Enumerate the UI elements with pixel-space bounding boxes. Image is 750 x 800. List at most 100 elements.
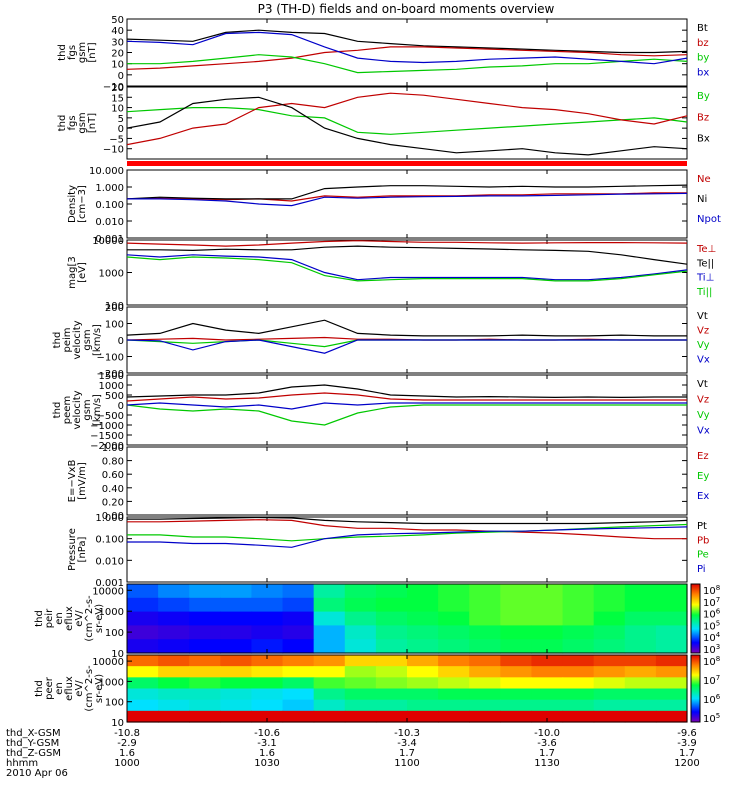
legend-Ti||: Ti|| xyxy=(696,287,712,298)
y-axis-label: [cm−3] xyxy=(77,185,88,223)
y-axis-label: [nT] xyxy=(87,113,98,133)
y-tick-label: 10000 xyxy=(92,586,124,597)
legend-Pt: Pt xyxy=(697,521,707,532)
y-axis-label: velocity xyxy=(72,320,83,359)
spectrogram-cell xyxy=(500,666,533,678)
spectrogram-cell xyxy=(407,597,439,613)
legend-By: By xyxy=(697,91,710,102)
legend-Ne: Ne xyxy=(697,174,711,185)
spectrogram-cell xyxy=(624,655,657,667)
spectrogram-cell xyxy=(158,584,190,599)
spectrogram-cell xyxy=(438,625,470,640)
y-tick-label: 0.80 xyxy=(102,457,124,468)
spectrogram-cell xyxy=(562,666,595,678)
ephemeris-value: -10.0 xyxy=(534,728,560,739)
spectrogram-cell xyxy=(220,611,253,626)
spectrogram-cell xyxy=(313,611,346,626)
spectrogram-cell xyxy=(593,655,626,667)
spectrogram-cell xyxy=(127,611,159,626)
y-axis-label: sr-eV) xyxy=(94,604,105,633)
y-tick-label: 1500 xyxy=(99,371,124,382)
spectrogram-cell xyxy=(655,639,688,654)
spectrogram-cell xyxy=(313,625,346,640)
ephemeris-value: 1.7 xyxy=(679,748,695,759)
spectrogram-cell xyxy=(220,625,253,640)
y-tick-label: 500 xyxy=(105,391,124,402)
spectrogram-cell xyxy=(189,688,221,701)
panel-frame xyxy=(126,169,688,239)
spectrogram-cell xyxy=(251,677,284,690)
y-axis-label: (cm^2-s- xyxy=(84,665,95,712)
spectrogram-cell xyxy=(251,699,284,712)
legend-Vz: Vz xyxy=(697,326,709,337)
y-tick-label: 30 xyxy=(111,37,124,48)
y-tick-label: 20 xyxy=(111,49,124,60)
y-tick-label: 5 xyxy=(118,114,124,125)
y-tick-label: 0.001 xyxy=(95,578,124,589)
figure-title: P3 (TH-D) fields and on-board moments ov… xyxy=(258,2,555,16)
y-axis-label: eV/ xyxy=(74,610,85,627)
y-axis-label: [km/s] xyxy=(92,394,103,426)
y-tick-label: −10 xyxy=(103,82,124,93)
series-line-Vz xyxy=(126,392,687,402)
colorbar xyxy=(690,654,701,723)
spectrogram-cell xyxy=(375,699,408,712)
spectrogram-cell xyxy=(375,710,408,723)
y-axis-label: gsm xyxy=(77,112,88,133)
spectrogram-cell xyxy=(375,611,408,626)
series-line-Ti⊥ xyxy=(126,254,688,281)
spectrogram-cell xyxy=(500,677,533,690)
y-tick-label: 100 xyxy=(105,628,124,639)
spectrogram-cell xyxy=(344,699,377,712)
y-axis-label: gsm xyxy=(82,329,93,350)
y-tick-label: −1500 xyxy=(90,431,124,442)
spectrogram-cell xyxy=(531,677,564,690)
panel-4: 10000 1000 100 mag[3 [eV] Te⊥ Te|| Ti⊥ Ti|| xyxy=(67,236,716,312)
colorbar-tick-exponent: 5 xyxy=(716,712,720,720)
spectrogram-cell xyxy=(624,597,657,613)
colorbar-tick-exponent: 5 xyxy=(716,619,720,627)
y-tick-label: −500 xyxy=(97,411,124,422)
y-tick-label: 1000 xyxy=(99,381,124,392)
spectrogram-cell xyxy=(624,710,657,723)
y-tick-label: 1000 xyxy=(99,607,124,618)
spectrogram-cell xyxy=(500,597,533,613)
y-tick-label: 40 xyxy=(111,26,124,37)
spectrogram-cell xyxy=(624,625,657,640)
spectrogram-cell xyxy=(282,710,315,723)
colorbar-tick-exponent: 7 xyxy=(716,674,720,682)
panel-8: 1.000 0.100 0.010 0.001 Pressure [nPa] Pt Pb Pe P… xyxy=(67,513,709,589)
spectrogram-cell xyxy=(313,584,346,599)
spectrogram-cell xyxy=(189,584,221,599)
ephemeris-value: -10.8 xyxy=(114,728,140,739)
spectrogram-cell xyxy=(220,699,253,712)
spectrogram-cell xyxy=(438,688,470,701)
y-tick-label: 1.000 xyxy=(95,183,124,194)
series-line-By xyxy=(126,106,688,135)
spectrogram-cell xyxy=(313,699,346,712)
colorbar-tick-exponent: 8 xyxy=(716,655,720,663)
y-axis-label: [mV/m] xyxy=(77,462,88,500)
spectrogram-cell xyxy=(593,677,626,690)
spectrogram-cell xyxy=(189,666,221,678)
spectrogram-cell xyxy=(158,699,190,712)
spectrogram-1: 10000 1000 100 10 thd peir en eflux eV/(cm^2-s-s… xyxy=(34,583,721,660)
colorbar-tick-exponent: 4 xyxy=(716,631,721,639)
ephemeris-value: -10.3 xyxy=(394,728,420,739)
spectrogram-cell xyxy=(375,688,408,701)
spectrogram-cell xyxy=(438,597,470,613)
ephemeris-value: -2.9 xyxy=(117,738,137,749)
spectrogram-cell xyxy=(531,699,564,712)
spectrogram-cell xyxy=(407,688,439,701)
spectrogram-cell xyxy=(127,688,159,701)
spectrogram-cell xyxy=(220,584,253,599)
spectrogram-cell xyxy=(313,597,346,613)
spectrogram-cell xyxy=(158,655,190,667)
colorbar-tick-label: 108 xyxy=(703,655,720,668)
y-tick-label: −200 xyxy=(97,369,124,380)
spectrogram-cell xyxy=(344,597,377,613)
spectrogram-cell xyxy=(500,625,533,640)
spectrogram-cell xyxy=(282,688,315,701)
spectrogram-cell xyxy=(624,666,657,678)
